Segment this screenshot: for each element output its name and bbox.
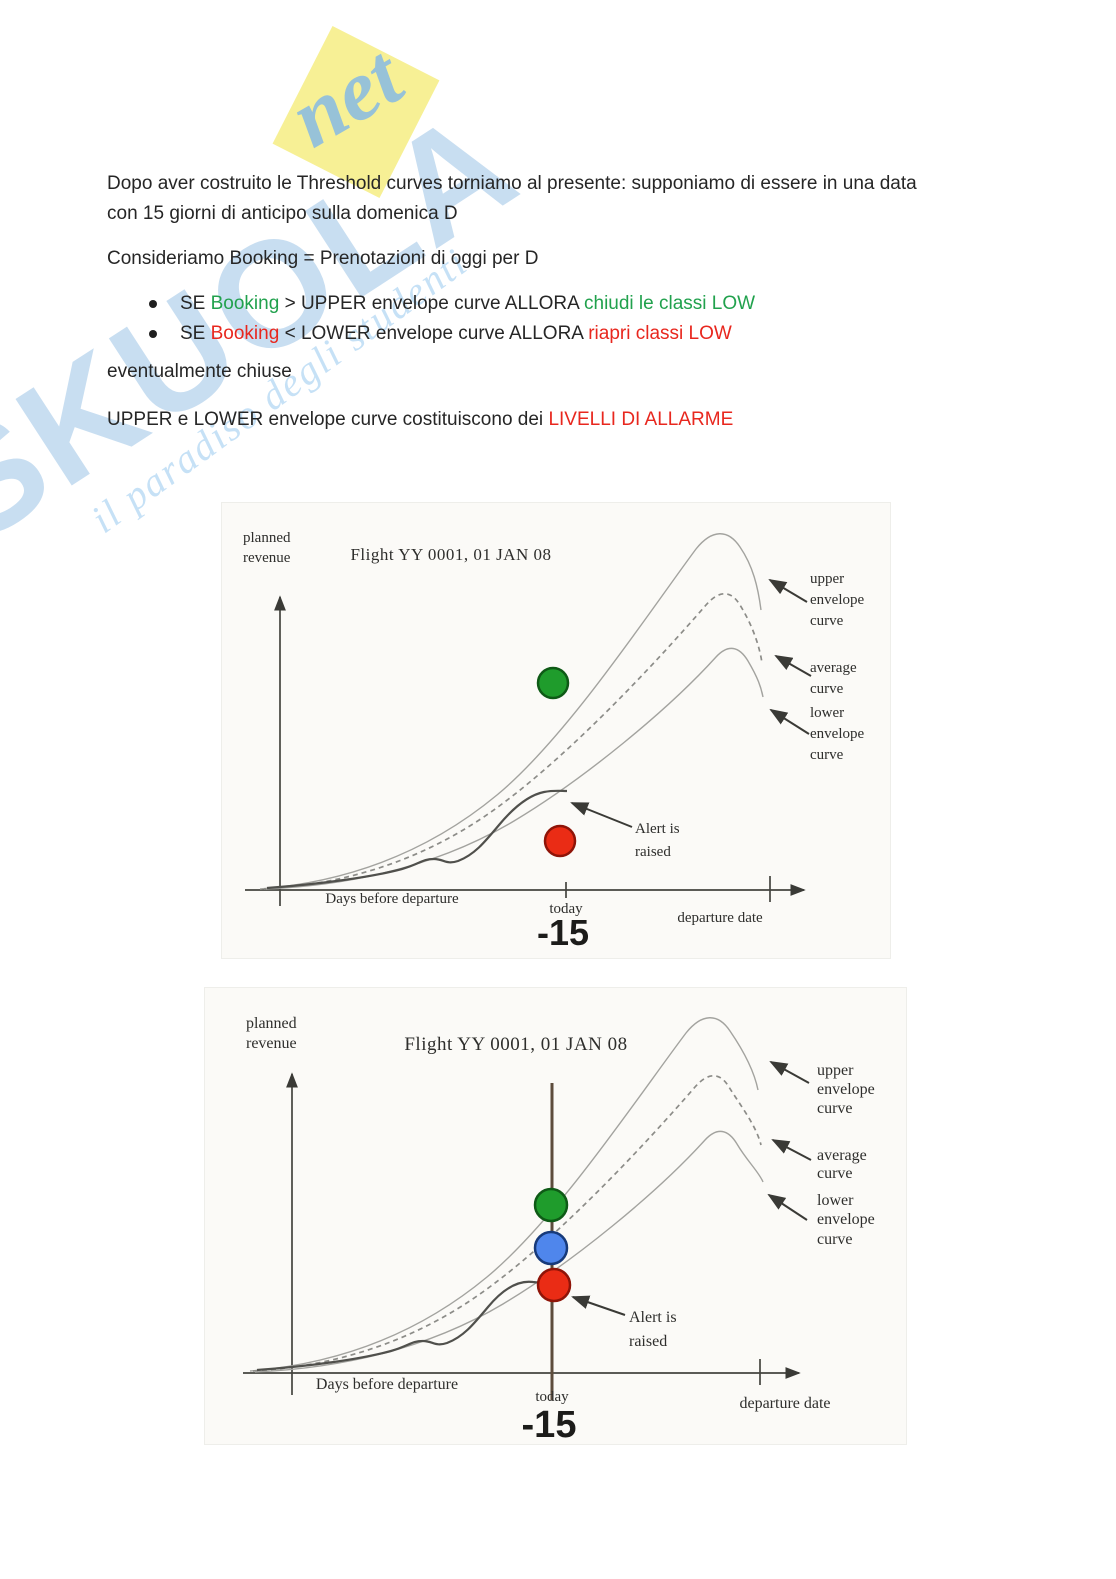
- alert-arrow: [570, 802, 633, 828]
- rule-lower: SE Booking < LOWER envelope curve ALLORA…: [107, 319, 1007, 349]
- lower-curve-label-line2: envelope: [817, 1211, 875, 1228]
- lower-curve-label-line1: lower: [817, 1192, 854, 1209]
- final-text: UPPER e LOWER envelope curve costituisco…: [107, 409, 549, 430]
- x-axis-label: Days before departure: [316, 1376, 458, 1393]
- rule-upper-se: SE: [180, 293, 211, 314]
- lower-envelope-curve-path: [265, 647, 764, 890]
- lower-envelope-curve-path: [254, 1130, 764, 1373]
- alert-arrow: [571, 1295, 626, 1316]
- today-value: -15: [537, 912, 589, 953]
- today-label: today: [549, 901, 583, 917]
- notes-text: Dopo aver costruito le Threshold curves …: [107, 169, 1007, 450]
- lower-curve-label-line1: lower: [810, 705, 844, 721]
- figure-booking-curve-1: planned revenue Flight YY 0001, 01 JAN 0…: [221, 502, 891, 959]
- rule-upper-action: chiudi le classi LOW: [584, 293, 756, 314]
- alert-label-line1: Alert is: [629, 1309, 677, 1326]
- upper-curve-label-line2: envelope: [817, 1081, 875, 1098]
- figure-title: Flight YY 0001, 01 JAN 08: [404, 1034, 627, 1055]
- actual-booking-curve-path: [256, 1280, 553, 1372]
- bullet-icon: [149, 300, 157, 308]
- lower-curve-label-line3: curve: [817, 1231, 853, 1248]
- y-axis-label-line2: revenue: [246, 1035, 297, 1052]
- rule-upper-condition: > UPPER envelope curve ALLORA: [279, 293, 584, 314]
- departure-label: departure date: [677, 910, 763, 926]
- rules-list: SE Booking > UPPER envelope curve ALLORA…: [107, 289, 1007, 349]
- average-curve-label-line1: average: [817, 1147, 867, 1164]
- rule-lower-condition: < LOWER envelope curve ALLORA: [279, 323, 589, 344]
- rule-lower-se: SE: [180, 323, 211, 344]
- figure-2-chart: planned revenue Flight YY 0001, 01 JAN 0…: [243, 1015, 875, 1444]
- average-curve-path: [263, 592, 763, 890]
- figure-title: Flight YY 0001, 01 JAN 08: [350, 545, 551, 564]
- x-axis-label: Days before departure: [325, 891, 459, 907]
- average-curve-label-line2: curve: [810, 681, 844, 697]
- final-alarm-text: LIVELLI DI ALLARME: [548, 409, 734, 430]
- upper-curve-label-line3: curve: [817, 1100, 853, 1117]
- skuola-watermark-net: net: [274, 27, 418, 166]
- upper-envelope-curve-path: [249, 1017, 759, 1372]
- average-curve-label-line2: curve: [817, 1165, 853, 1182]
- upper-curve-label-line2: envelope: [810, 592, 864, 608]
- today-label: today: [535, 1389, 569, 1405]
- figure-1-chart: planned revenue Flight YY 0001, 01 JAN 0…: [243, 530, 864, 953]
- lower-label-arrow: [767, 1193, 808, 1221]
- alert-label-line2: raised: [635, 844, 671, 860]
- red-booking-dot: [536, 1267, 572, 1303]
- y-axis-label-line1: planned: [243, 530, 291, 546]
- lower-curve-label-line2: envelope: [810, 726, 864, 742]
- actual-booking-curve-path: [266, 789, 568, 890]
- upper-label-arrow: [768, 578, 808, 603]
- intro-line2: con 15 giorni di anticipo sulla domenica…: [107, 203, 458, 224]
- alert-label-line2: raised: [629, 1333, 667, 1350]
- y-axis-label-line2: revenue: [243, 550, 291, 566]
- rule-upper-booking: Booking: [210, 293, 280, 314]
- alert-label-line1: Alert is: [635, 821, 680, 837]
- y-axis-label-line1: planned: [246, 1015, 297, 1032]
- upper-envelope-curve-path: [259, 533, 762, 890]
- average-curve-path: [252, 1074, 762, 1372]
- average-label-arrow: [774, 655, 812, 677]
- after-bullets-paragraph: eventualmente chiuse: [107, 361, 292, 382]
- bullet-icon: [149, 330, 157, 338]
- green-booking-dot: [536, 666, 570, 700]
- today-value: -15: [522, 1404, 577, 1444]
- blue-average-dot: [533, 1230, 569, 1266]
- rule-lower-action: riapri classi LOW: [588, 323, 732, 344]
- upper-curve-label-line1: upper: [810, 571, 844, 587]
- upper-label-arrow: [769, 1061, 810, 1084]
- rule-upper: SE Booking > UPPER envelope curve ALLORA…: [107, 289, 1007, 319]
- lower-curve-label-line3: curve: [810, 747, 844, 763]
- lower-label-arrow: [769, 708, 810, 735]
- red-booking-dot: [543, 824, 577, 858]
- intro-paragraph: Dopo aver costruito le Threshold curves …: [107, 169, 1007, 229]
- green-upper-dot: [533, 1187, 569, 1223]
- departure-label: departure date: [739, 1395, 830, 1412]
- average-label-arrow: [771, 1139, 812, 1161]
- upper-curve-label-line3: curve: [810, 613, 844, 629]
- intro-line1: Dopo aver costruito le Threshold curves …: [107, 173, 917, 194]
- final-paragraph: UPPER e LOWER envelope curve costituisco…: [107, 405, 1007, 435]
- upper-curve-label-line1: upper: [817, 1062, 854, 1079]
- consider-paragraph: Consideriamo Booking = Prenotazioni di o…: [107, 248, 539, 269]
- rule-lower-booking: Booking: [210, 323, 280, 344]
- average-curve-label-line1: average: [810, 660, 857, 676]
- figure-booking-curve-2: planned revenue Flight YY 0001, 01 JAN 0…: [204, 987, 907, 1445]
